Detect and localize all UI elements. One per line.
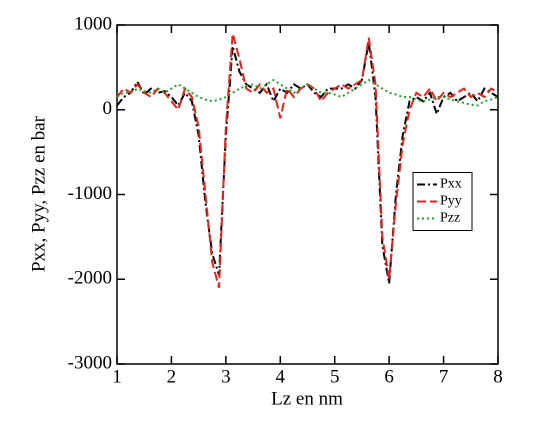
y-tick-label: -1000 <box>68 183 112 204</box>
series-line <box>116 41 499 284</box>
x-tick-label: 8 <box>493 366 503 387</box>
x-tick-label: 7 <box>439 366 449 387</box>
legend: Pxx Pyy Pzz <box>412 172 473 231</box>
x-tick-label: 5 <box>330 366 340 387</box>
x-tick-label: 3 <box>221 366 231 387</box>
x-tick-label: 6 <box>384 366 394 387</box>
x-tick-label: 4 <box>276 366 286 387</box>
y-tick-label: 1000 <box>74 13 112 34</box>
legend-label: Pyy <box>440 194 462 209</box>
legend-label: Pxx <box>440 177 462 192</box>
y-axis-title: Pxx, Pyy, Pzz en bar <box>28 115 49 272</box>
legend-label: Pzz <box>440 211 460 226</box>
series-line <box>116 33 499 288</box>
x-tick-label: 2 <box>167 366 177 387</box>
x-axis-title: Lz en nm <box>271 388 343 409</box>
y-tick-label: 0 <box>103 98 113 119</box>
series-line <box>116 78 499 107</box>
y-tick-label: -3000 <box>68 352 112 373</box>
x-tick-label: 1 <box>112 366 122 387</box>
y-tick-label: -2000 <box>68 268 112 289</box>
